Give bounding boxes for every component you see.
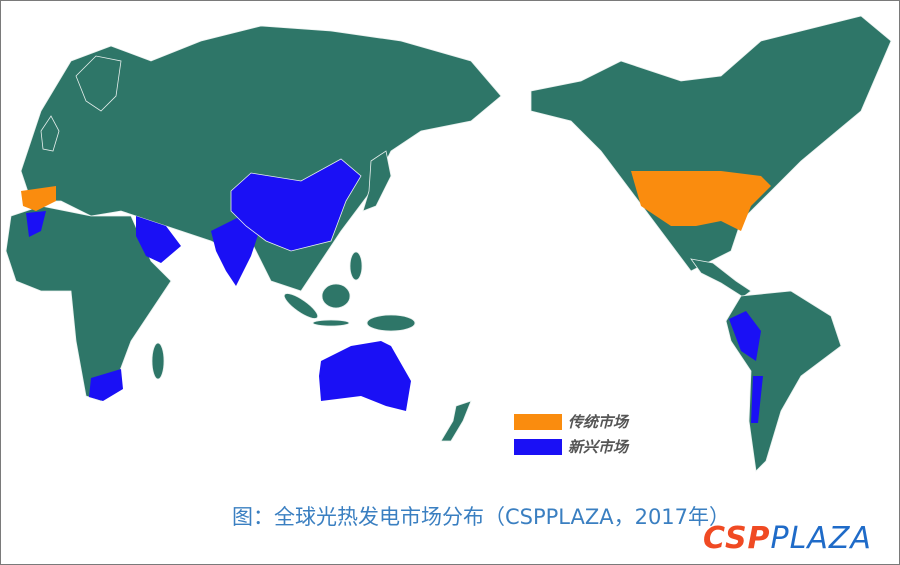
legend-item-traditional: 传统市场	[514, 409, 628, 434]
logo-part-csp: CSP	[703, 521, 771, 556]
united-states	[631, 171, 771, 231]
indonesia-sumatra	[283, 293, 319, 319]
british-isles	[40, 115, 60, 152]
logo-part-plaza: PLAZA	[770, 521, 872, 556]
java	[312, 319, 350, 327]
new-zealand	[440, 400, 472, 442]
philippines	[349, 251, 363, 281]
spain	[21, 186, 56, 211]
legend-item-emerging: 新兴市场	[514, 434, 628, 459]
new-guinea	[366, 314, 416, 332]
borneo	[321, 283, 351, 309]
north-america	[530, 15, 892, 272]
madagascar	[151, 342, 165, 380]
scandinavia	[75, 55, 122, 112]
legend: 传统市场 新兴市场	[514, 409, 628, 459]
central-america	[690, 258, 752, 298]
csp-plaza-logo: CSPPLAZA	[703, 521, 872, 556]
peru	[729, 311, 761, 361]
eurasia	[20, 25, 502, 292]
australia	[319, 341, 411, 411]
legend-label: 传统市场	[568, 413, 629, 431]
chile	[751, 376, 763, 423]
saudi-arabia	[136, 216, 181, 263]
legend-label: 新兴市场	[568, 438, 629, 456]
figure-caption: 图：全球光热发电市场分布（CSPPLAZA，2017年）	[231, 505, 731, 529]
legend-swatch	[514, 413, 562, 430]
legend-swatch	[514, 438, 562, 455]
japan	[362, 150, 392, 212]
china	[230, 158, 362, 252]
south-africa	[89, 369, 123, 401]
india	[211, 216, 261, 286]
morocco	[26, 211, 46, 237]
